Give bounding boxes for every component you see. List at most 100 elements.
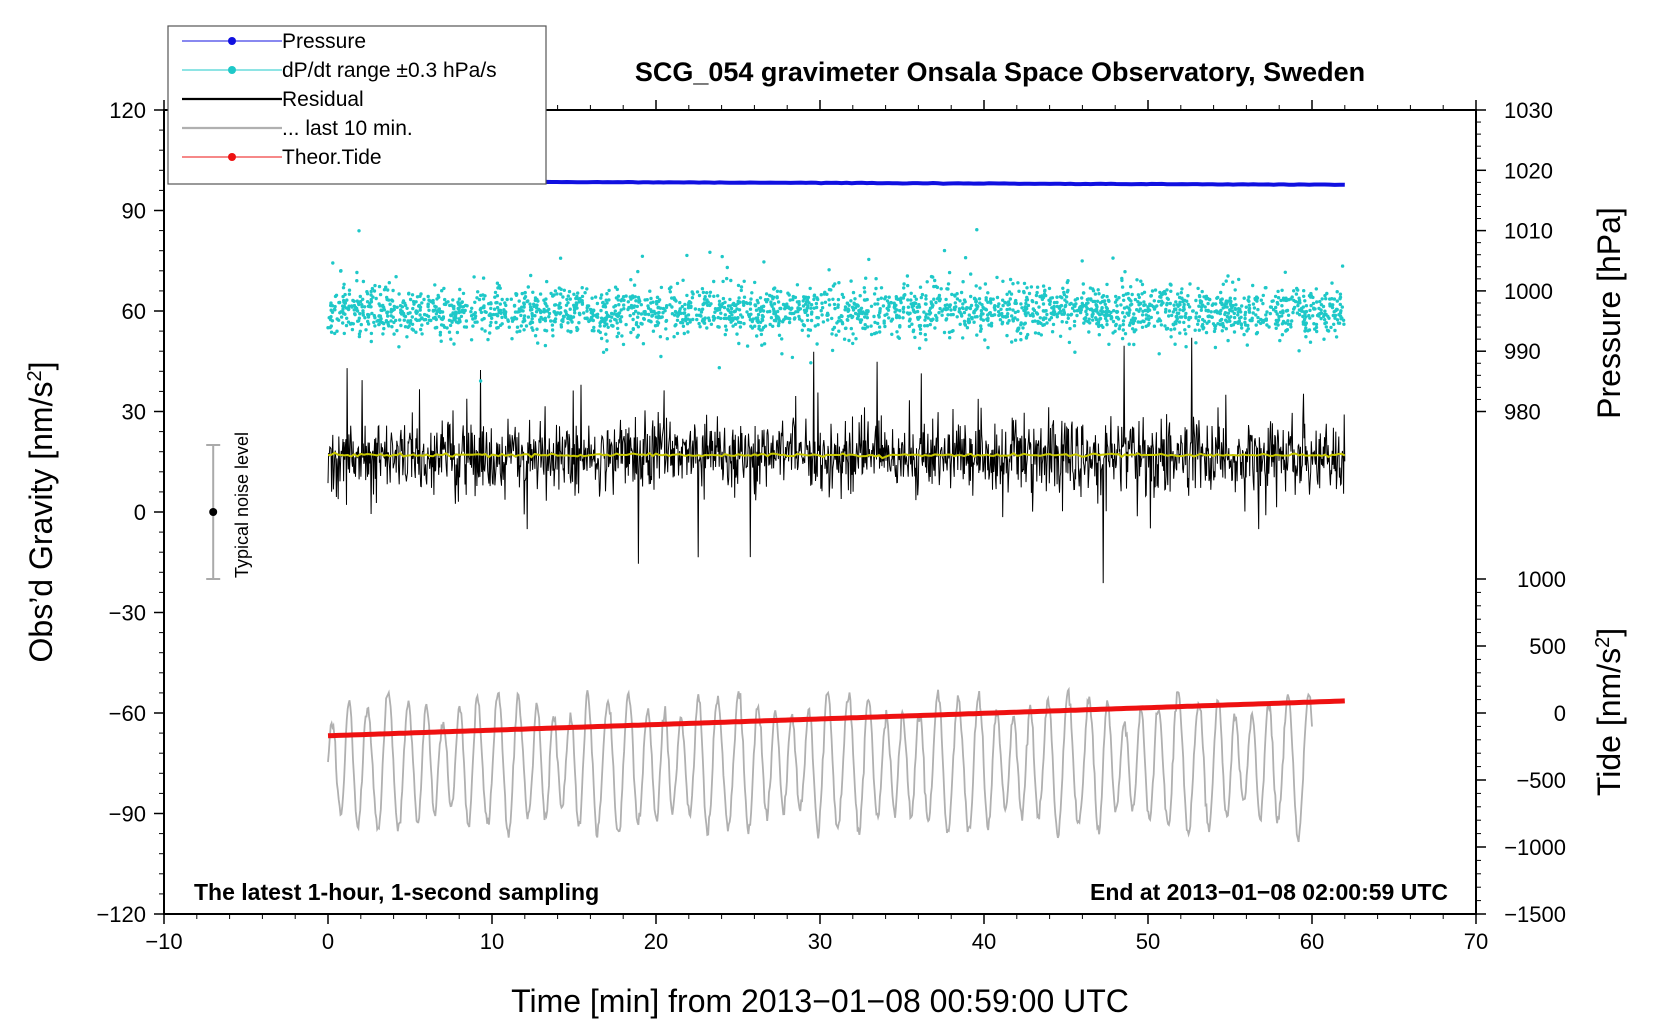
- dpdt-point: [779, 289, 783, 294]
- dpdt-point: [449, 337, 453, 341]
- dpdt-point: [910, 322, 914, 326]
- dpdt-point: [391, 315, 395, 319]
- y-left-tick-label: −120: [96, 902, 146, 927]
- dpdt-point: [371, 295, 375, 299]
- dpdt-point: [863, 290, 867, 294]
- dpdt-point: [1276, 296, 1281, 300]
- dpdt-point: [1333, 328, 1337, 333]
- dpdt-point: [590, 296, 594, 300]
- dpdt-point: [343, 301, 347, 305]
- dpdt-point: [589, 308, 593, 312]
- dpdt-point: [1240, 304, 1244, 308]
- dpdt-point: [795, 283, 800, 287]
- dpdt-point: [874, 286, 878, 291]
- dpdt-point: [846, 318, 850, 322]
- dpdt-point: [812, 293, 817, 297]
- dpdt-point: [1111, 319, 1116, 324]
- dpdt-point: [352, 303, 357, 308]
- dpdt-point: [895, 330, 899, 334]
- dpdt-point: [338, 300, 342, 305]
- dpdt-point: [836, 297, 841, 302]
- dpdt-point: [890, 332, 894, 336]
- dpdt-point: [935, 285, 940, 290]
- dpdt-point: [945, 307, 950, 311]
- dpdt-point: [698, 325, 702, 329]
- dpdt-point: [800, 328, 804, 332]
- dpdt-point: [865, 325, 870, 329]
- dpdt-point: [1194, 341, 1198, 345]
- dpdt-point: [529, 273, 533, 278]
- dpdt-point: [482, 316, 486, 321]
- dpdt-point: [491, 312, 496, 317]
- dpdt-point: [1302, 317, 1307, 322]
- dpdt-point: [536, 341, 540, 345]
- dpdt-point: [728, 297, 732, 302]
- dpdt-point: [568, 307, 572, 311]
- dpdt-point: [646, 304, 650, 308]
- dpdt-point: [1180, 315, 1184, 319]
- dpdt-point: [729, 320, 733, 324]
- dpdt-point: [673, 324, 677, 328]
- dpdt-point: [756, 318, 760, 323]
- dpdt-point: [772, 302, 777, 306]
- dpdt-point: [787, 320, 792, 325]
- dpdt-point: [423, 317, 428, 322]
- dpdt-point: [914, 301, 918, 306]
- dpdt-point: [1276, 323, 1280, 327]
- dpdt-point: [1180, 287, 1184, 291]
- dpdt-point: [331, 261, 335, 265]
- dpdt-point: [898, 297, 902, 302]
- dpdt-point: [1148, 302, 1152, 306]
- dpdt-point: [1168, 282, 1173, 286]
- dpdt-point: [925, 280, 929, 284]
- dpdt-point: [1172, 327, 1177, 331]
- dpdt-point: [1039, 333, 1044, 337]
- dpdt-point: [469, 338, 474, 342]
- dpdt-point: [373, 283, 377, 288]
- dpdt-point: [1313, 307, 1317, 311]
- dpdt-point: [815, 342, 819, 346]
- pressure-tick-label: 1020: [1504, 158, 1553, 183]
- dpdt-point: [1233, 306, 1237, 311]
- dpdt-point: [843, 308, 847, 312]
- dpdt-point: [1057, 306, 1062, 310]
- dpdt-point: [736, 283, 741, 288]
- dpdt-point: [608, 319, 613, 323]
- dpdt-point: [867, 257, 871, 262]
- dpdt-point: [1187, 324, 1191, 329]
- dpdt-point: [1115, 298, 1119, 302]
- dpdt-point: [876, 302, 880, 306]
- dpdt-point: [903, 293, 907, 297]
- dpdt-point: [1088, 307, 1093, 312]
- dpdt-point: [1096, 288, 1100, 292]
- dpdt-point: [806, 334, 811, 338]
- dpdt-point: [573, 311, 577, 315]
- dpdt-point: [457, 297, 462, 301]
- dpdt-point: [1196, 319, 1201, 323]
- dpdt-point: [1221, 306, 1225, 310]
- dpdt-point: [1334, 335, 1339, 339]
- dpdt-point: [909, 291, 913, 295]
- dpdt-point: [896, 335, 900, 339]
- dpdt-point: [1047, 318, 1052, 322]
- dpdt-point: [753, 304, 758, 308]
- dpdt-point: [619, 315, 624, 319]
- dpdt-point: [502, 310, 506, 314]
- residual-series-line: [327, 337, 1346, 584]
- dpdt-point: [1334, 307, 1339, 311]
- dpdt-point: [1337, 313, 1341, 317]
- dpdt-point: [353, 312, 357, 317]
- dpdt-point: [538, 292, 543, 296]
- dpdt-point: [686, 303, 691, 307]
- dpdt-point: [631, 317, 635, 322]
- dpdt-point: [1085, 297, 1090, 302]
- dpdt-point: [557, 306, 561, 310]
- dpdt-point: [1292, 298, 1296, 303]
- dpdt-point: [1297, 308, 1302, 312]
- dpdt-point: [418, 305, 422, 309]
- dpdt-point: [564, 312, 569, 316]
- dpdt-point: [403, 303, 408, 308]
- dpdt-point: [433, 315, 437, 320]
- dpdt-point: [1073, 350, 1077, 354]
- dpdt-point: [973, 296, 977, 300]
